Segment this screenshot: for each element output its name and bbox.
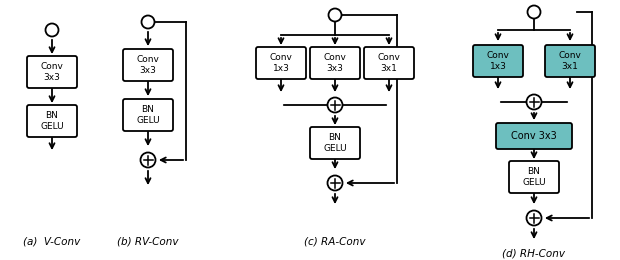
Circle shape — [327, 98, 342, 113]
Circle shape — [526, 211, 541, 225]
FancyBboxPatch shape — [27, 56, 77, 88]
Circle shape — [329, 9, 342, 22]
Text: Conv
3x3: Conv 3x3 — [324, 53, 347, 73]
Text: Conv
3x3: Conv 3x3 — [136, 55, 159, 75]
Circle shape — [141, 153, 156, 167]
Circle shape — [141, 16, 154, 29]
FancyBboxPatch shape — [123, 99, 173, 131]
Text: Conv 3x3: Conv 3x3 — [511, 131, 557, 141]
FancyBboxPatch shape — [123, 49, 173, 81]
FancyBboxPatch shape — [256, 47, 306, 79]
Text: (a)  V-Conv: (a) V-Conv — [24, 237, 81, 247]
Text: BN
GELU: BN GELU — [323, 133, 347, 153]
FancyBboxPatch shape — [545, 45, 595, 77]
Text: Conv
3x1: Conv 3x1 — [378, 53, 401, 73]
Text: (c) RA-Conv: (c) RA-Conv — [304, 237, 366, 247]
Circle shape — [528, 5, 541, 18]
Circle shape — [327, 176, 342, 191]
Text: (d) RH-Conv: (d) RH-Conv — [502, 249, 565, 259]
Text: BN
GELU: BN GELU — [40, 111, 64, 131]
FancyBboxPatch shape — [473, 45, 523, 77]
FancyBboxPatch shape — [364, 47, 414, 79]
FancyBboxPatch shape — [509, 161, 559, 193]
Text: Conv
3x1: Conv 3x1 — [559, 51, 582, 71]
FancyBboxPatch shape — [310, 47, 360, 79]
FancyBboxPatch shape — [496, 123, 572, 149]
Text: Conv
1x3: Conv 1x3 — [487, 51, 510, 71]
Circle shape — [45, 23, 58, 36]
Circle shape — [526, 94, 541, 109]
Text: BN
GELU: BN GELU — [522, 167, 546, 187]
Text: (b) RV-Conv: (b) RV-Conv — [117, 237, 179, 247]
Text: BN
GELU: BN GELU — [136, 105, 160, 125]
FancyBboxPatch shape — [310, 127, 360, 159]
Text: Conv
3x3: Conv 3x3 — [40, 62, 63, 82]
Text: Conv
1x3: Conv 1x3 — [270, 53, 293, 73]
FancyBboxPatch shape — [27, 105, 77, 137]
